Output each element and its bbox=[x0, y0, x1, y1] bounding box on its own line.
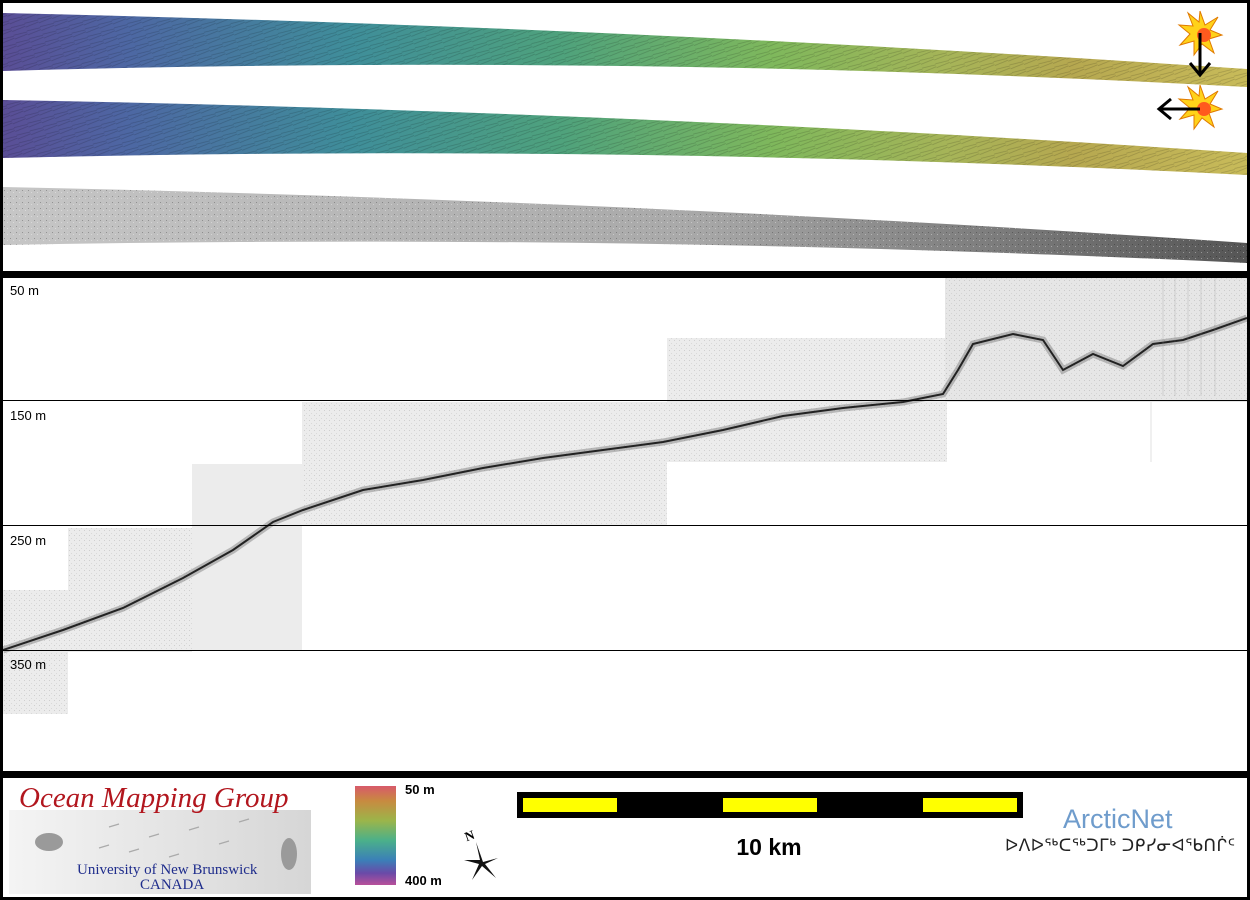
scale-segment bbox=[723, 798, 817, 812]
scale-bar-label: 10 km bbox=[736, 834, 802, 860]
omg-country: CANADA bbox=[140, 877, 205, 893]
depth-gridline bbox=[3, 650, 1247, 651]
depth-gridline bbox=[3, 525, 1247, 526]
scale-segment bbox=[523, 798, 617, 812]
subbottom-profile-panel: 50 m 150 m 250 m 350 m bbox=[3, 278, 1247, 771]
scale-bar bbox=[517, 792, 1023, 818]
colorbar-bottom-label: 400 m bbox=[405, 873, 442, 888]
bathymetry-strip-1 bbox=[3, 13, 1247, 87]
scale-segment bbox=[923, 798, 1017, 812]
bathymetry-strip-2 bbox=[3, 100, 1247, 175]
depth-label-150: 150 m bbox=[10, 408, 47, 423]
arcticnet-logo: ArcticNet bbox=[1063, 804, 1173, 834]
depth-label-250: 250 m bbox=[10, 533, 47, 548]
north-arrow-graphic bbox=[464, 842, 498, 880]
omg-logo-graphic bbox=[9, 810, 311, 894]
arrow-down-icon bbox=[1188, 33, 1212, 78]
profile-data-blocks bbox=[3, 278, 1247, 714]
omg-university: University of New Brunswick bbox=[77, 862, 258, 878]
depth-colorbar bbox=[355, 786, 396, 885]
depth-label-50: 50 m bbox=[10, 283, 39, 298]
omg-logo bbox=[9, 782, 311, 894]
omg-title: Ocean Mapping Group bbox=[19, 782, 289, 814]
backscatter-strip bbox=[3, 187, 1247, 263]
arcticnet-syllabics: ᐅᐱᐅᖅᑕᖅᑐᒥᒃ ᑐᑭᓯᓂᐊᖃᑎᒌᑦ bbox=[1005, 836, 1236, 855]
swath-strips bbox=[3, 10, 1247, 263]
swath-panel bbox=[3, 3, 1247, 271]
north-arrow-icon bbox=[458, 828, 508, 884]
arrow-left-icon bbox=[1156, 97, 1200, 121]
noise-streaks bbox=[1150, 278, 1216, 462]
depth-gridline bbox=[3, 400, 1247, 401]
depth-label-350: 350 m bbox=[10, 657, 47, 672]
legend-panel: Ocean Mapping Group University of New Br… bbox=[3, 778, 1247, 897]
sun-icon bbox=[1177, 84, 1224, 131]
seafloor-reflector bbox=[3, 314, 1247, 654]
profile-image bbox=[3, 278, 1247, 714]
colorbar-top-label: 50 m bbox=[405, 782, 435, 797]
